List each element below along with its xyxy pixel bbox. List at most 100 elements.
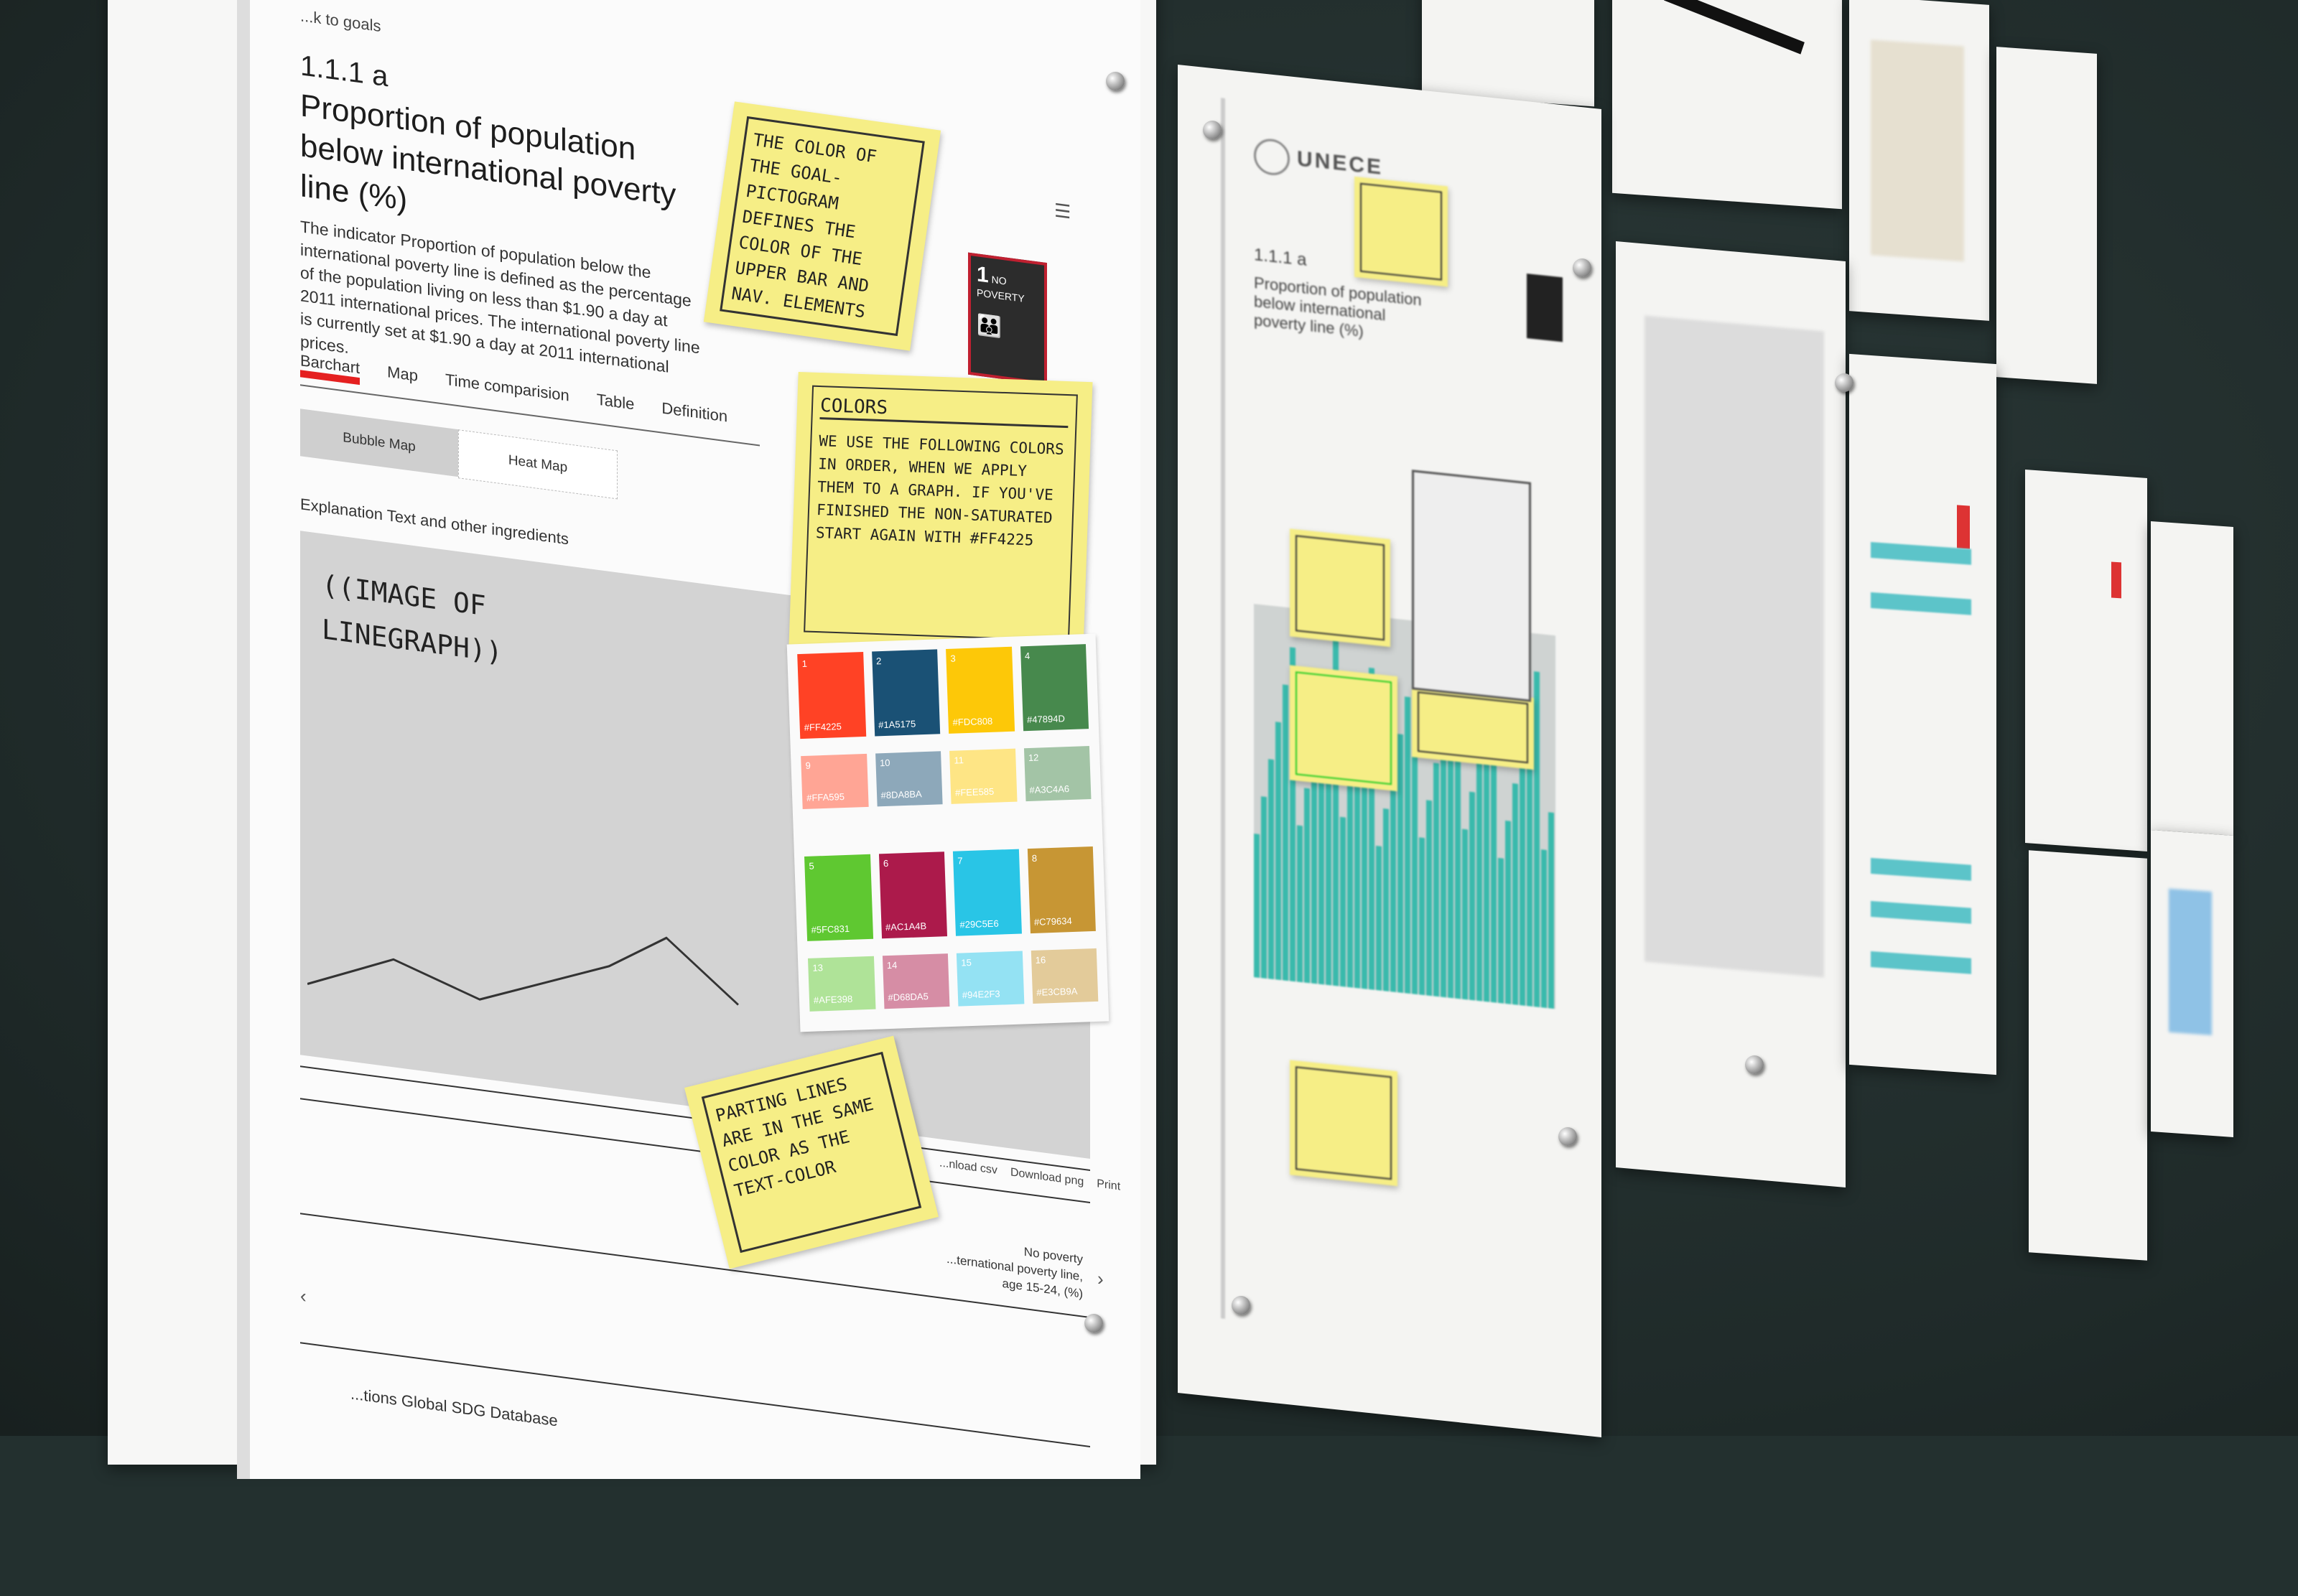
- chevron-right-icon[interactable]: ›: [1097, 1267, 1104, 1290]
- page-title: Proportion of population below internati…: [1254, 274, 1422, 341]
- sketch-bar: [1441, 725, 1446, 998]
- sketch-bar: [1548, 812, 1554, 1009]
- sketch-bar: [1283, 684, 1288, 981]
- swatch-hex: #AC1A4B: [885, 920, 927, 933]
- swatch-number: 9: [805, 760, 811, 771]
- color-swatch: 4 #47894D: [1020, 644, 1089, 732]
- source-footer: ...tions Global SDG Database: [350, 1384, 558, 1430]
- map-type-toggle: Bubble Map Heat Map: [300, 409, 618, 500]
- color-swatch: 2 #1A5175: [871, 649, 941, 737]
- tab-map[interactable]: Map: [387, 363, 418, 385]
- color-swatch: 14 #D68DA5: [882, 953, 950, 1009]
- pushpin: [1745, 1055, 1764, 1074]
- color-swatch: 10 #8DA8BA: [875, 751, 943, 807]
- pushpin: [1106, 72, 1125, 90]
- swatch-gap: [804, 816, 1092, 839]
- swatch-hex: #AFE398: [813, 993, 853, 1006]
- pushpin: [1558, 1127, 1577, 1146]
- sketch-bar: [1268, 759, 1274, 980]
- swatch-number: 14: [886, 959, 898, 971]
- color-swatch: 7 #29C5E6: [952, 849, 1022, 936]
- sketch-bar: [1520, 746, 1525, 1006]
- swatch-number: 16: [1035, 954, 1046, 966]
- download-csv-link[interactable]: ...nload csv: [939, 1157, 997, 1177]
- heat-map-button[interactable]: Heat Map: [458, 429, 618, 500]
- sheet-wireframe-3: [1616, 241, 1846, 1187]
- sheet-top-2: [1612, 0, 1842, 210]
- swatch-number: 1: [801, 658, 808, 669]
- color-swatch: 12 #A3C4A6: [1023, 746, 1092, 802]
- swatch-hex: #94E2F3: [962, 988, 1000, 1001]
- sketch-bar: [1512, 783, 1518, 1005]
- swatch-hex: #A3C4A6: [1029, 783, 1070, 795]
- sticky-note: [1290, 528, 1390, 648]
- linegraph-sketch: [307, 936, 739, 1006]
- swatch-hex: #5FC831: [811, 923, 850, 935]
- color-swatch: 16 #E3CB9A: [1031, 948, 1099, 1004]
- swatch-hex: #FDC808: [952, 715, 993, 728]
- sheet-top-3: [1849, 0, 1989, 321]
- indicator-code: 1.1.1 a: [1254, 245, 1307, 270]
- bubble-map-button[interactable]: Bubble Map: [300, 409, 458, 477]
- swatch-number: 7: [957, 855, 963, 867]
- sheet-right-3: [2029, 850, 2147, 1261]
- print-link[interactable]: Print: [1097, 1177, 1121, 1193]
- sheet-right-2: [2151, 521, 2233, 836]
- color-swatch: 9 #FFA595: [801, 753, 869, 810]
- swatch-hex: #D68DA5: [888, 991, 929, 1004]
- swatch-number: 15: [961, 956, 972, 969]
- series-label: No poverty ...ternational poverty line, ag…: [946, 1244, 1083, 1301]
- color-swatch: 8 #C79634: [1027, 846, 1096, 934]
- swatch-number: 8: [1031, 852, 1038, 864]
- color-swatch: 3 #FDC808: [946, 646, 1015, 734]
- swatch-hex: #E3CB9A: [1036, 985, 1078, 998]
- wireframe-panel: [1412, 470, 1531, 702]
- swatch-number: 11: [954, 755, 964, 766]
- sketch-bar: [1433, 762, 1439, 997]
- back-to-goals-link[interactable]: ...k to goals: [300, 6, 381, 36]
- sketch-bar: [1476, 754, 1482, 1002]
- sticky-note-colors: Colors We use the following colors in or…: [789, 371, 1093, 655]
- swatch-hex: #C79634: [1033, 915, 1072, 928]
- sheet-right-1: [2025, 470, 2147, 851]
- swatch-number: 10: [879, 757, 890, 769]
- swatch-hex: #FFA595: [806, 791, 845, 803]
- tab-definition[interactable]: Definition: [661, 398, 728, 426]
- sketch-bar: [1390, 771, 1396, 992]
- swatch-number: 12: [1028, 752, 1039, 764]
- swatch-hex: #FEE585: [954, 785, 995, 798]
- tab-table[interactable]: Table: [596, 390, 635, 414]
- pushpin: [1835, 373, 1853, 392]
- sketch-bar: [1376, 846, 1382, 991]
- swatch-number: 5: [809, 860, 814, 872]
- sketch-bar: [1426, 800, 1432, 997]
- sheet-top-1: [1422, 0, 1594, 107]
- sketch-bar: [1340, 816, 1346, 987]
- swatch-number: 6: [883, 857, 889, 869]
- sheet-wireframe-4: [1849, 353, 1996, 1075]
- hamburger-icon[interactable]: ☰: [1054, 199, 1071, 223]
- sketch-bar: [1469, 791, 1475, 1001]
- sketch-bar: [1261, 796, 1267, 979]
- goal-pictogram: 1 NO POVERTY 👪: [968, 252, 1047, 386]
- family-icon: 👪: [977, 313, 1002, 339]
- sketch-bar: [1304, 788, 1310, 984]
- sketch-bar: [1254, 834, 1260, 978]
- sketch-bar: [1419, 837, 1425, 996]
- sticky-note-pictogram-color: The color of the goal-pictogram defines …: [703, 101, 941, 351]
- download-png-link[interactable]: Download png: [1010, 1166, 1084, 1188]
- sheet-top-4: [1996, 47, 2097, 384]
- chevron-left-icon[interactable]: ‹: [300, 1284, 307, 1307]
- sticky-note: [1290, 665, 1397, 792]
- swatch-number: 13: [812, 962, 824, 974]
- sketch-bar: [1498, 857, 1504, 1004]
- pushpin: [1232, 1296, 1250, 1315]
- color-swatch: 13 #AFE398: [807, 956, 876, 1012]
- sheet-right-4: [2151, 829, 2233, 1138]
- goal-pictogram: [1527, 274, 1563, 342]
- sticky-note: [1290, 1060, 1397, 1187]
- swatch-hex: #FF4225: [804, 721, 842, 733]
- swatch-hex: #47894D: [1026, 713, 1066, 726]
- linegraph-image-placeholder: ((Image of Linegraph)): [300, 531, 1090, 1159]
- sketch-bar: [1297, 825, 1303, 983]
